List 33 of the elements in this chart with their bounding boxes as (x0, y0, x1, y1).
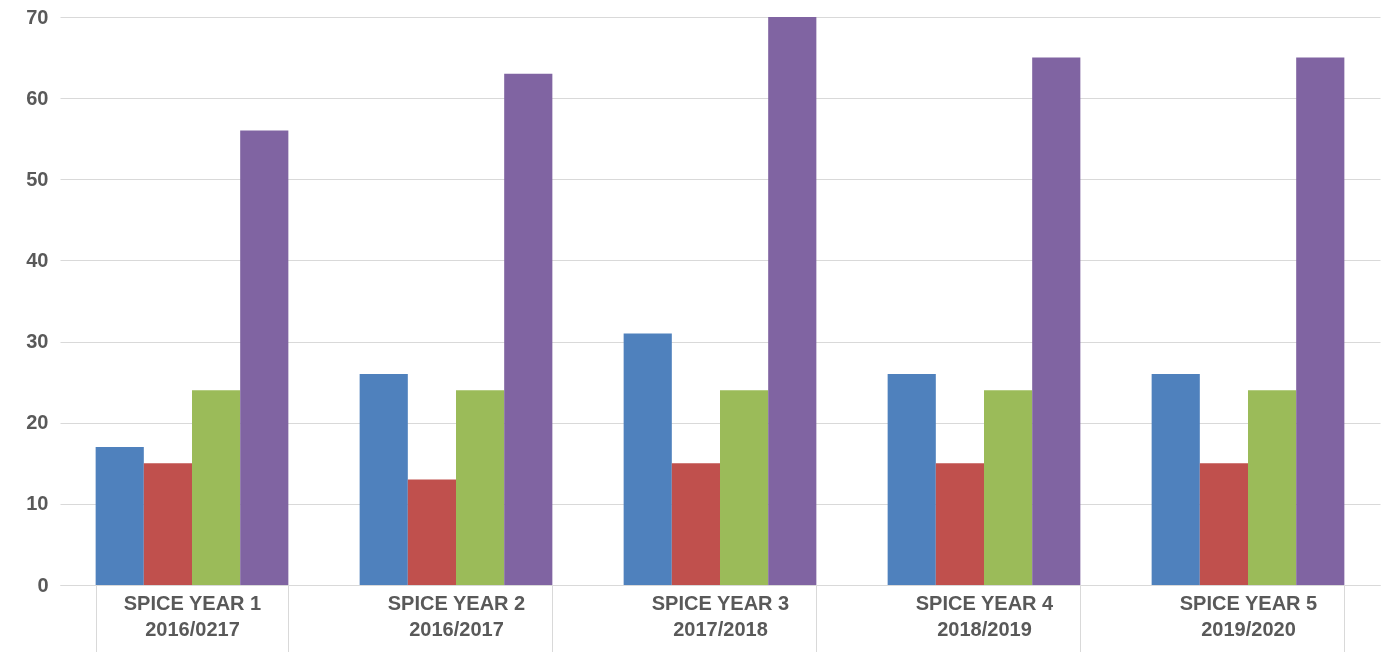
bar (935, 463, 984, 585)
y-tick-label: 70 (26, 5, 49, 28)
y-tick-label: 0 (37, 573, 49, 596)
bar (456, 390, 505, 585)
y-tick-label: 10 (26, 492, 49, 515)
x-tick-label: SPICE YEAR 4 2018/2019 (915, 591, 1055, 640)
bar (1151, 374, 1200, 585)
bar (192, 390, 241, 585)
y-tick-label: 20 (26, 411, 49, 434)
y-tick-label: 40 (26, 248, 49, 271)
bar (240, 130, 289, 585)
x-tick-label: SPICE YEAR 2 2016/2017 (387, 591, 526, 640)
y-tick-label: 30 (26, 330, 49, 353)
y-tick-label: 50 (26, 167, 49, 190)
y-tick-label: 60 (26, 86, 49, 109)
bar (984, 390, 1033, 585)
bar (95, 447, 144, 585)
bar (143, 463, 192, 585)
bar (623, 333, 672, 585)
bar (1032, 57, 1081, 585)
x-tick-label: SPICE YEAR 1 2016/0217 (123, 591, 262, 640)
bar (504, 73, 553, 585)
x-tick-label: SPICE YEAR 3 2017/2018 (651, 591, 790, 640)
bar (407, 479, 456, 585)
bar (1248, 390, 1297, 585)
bar (720, 390, 769, 585)
bar (768, 17, 817, 585)
x-tick-label: SPICE YEAR 5 2019/2020 (1179, 591, 1318, 640)
bar (887, 374, 936, 585)
bar (671, 463, 720, 585)
bar (1199, 463, 1248, 585)
bar (1296, 57, 1345, 585)
bar (359, 374, 408, 585)
